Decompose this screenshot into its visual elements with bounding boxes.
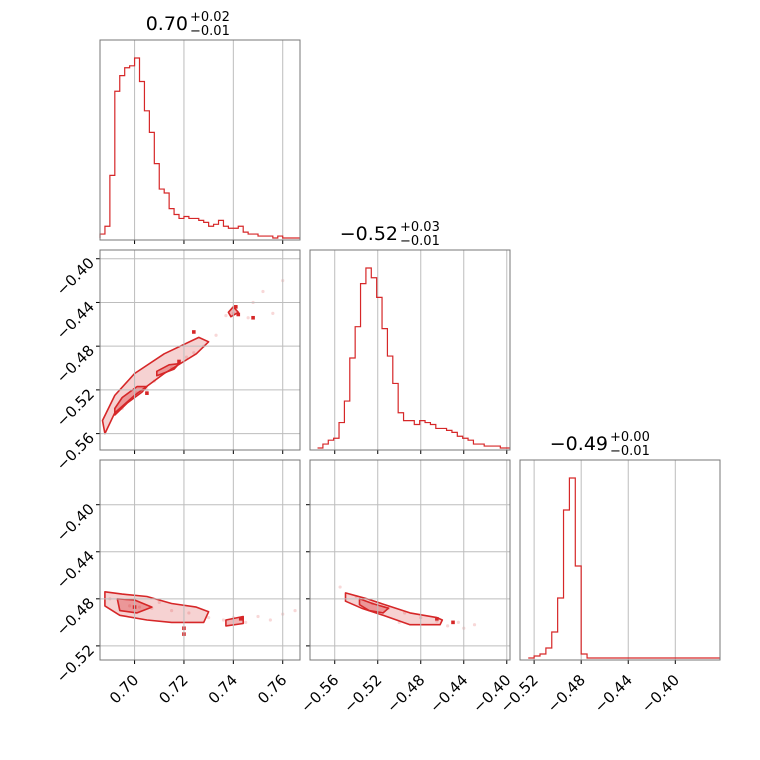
p00-frame bbox=[99, 39, 301, 241]
contour-island bbox=[236, 312, 241, 317]
sample-point bbox=[338, 585, 342, 589]
sample-point bbox=[184, 355, 189, 359]
p21-x-tick-label: −0.48 bbox=[383, 671, 428, 716]
sample-point bbox=[187, 611, 191, 615]
histogram-step-line bbox=[99, 57, 300, 239]
sample-point bbox=[261, 289, 265, 294]
contour-island bbox=[177, 359, 181, 364]
p20-y-tick-label: −0.52 bbox=[53, 641, 98, 686]
density-contour bbox=[114, 385, 148, 416]
sample-point bbox=[446, 624, 450, 628]
sample-point bbox=[170, 608, 174, 613]
p21-frame bbox=[309, 459, 511, 661]
p00-background bbox=[100, 40, 300, 240]
p20-y-tick-label: −0.48 bbox=[53, 594, 98, 639]
contour-island bbox=[192, 330, 196, 334]
p10-plot-area bbox=[101, 279, 285, 435]
density-contour bbox=[225, 615, 244, 627]
panel-title-upper: +0.03 bbox=[400, 220, 440, 235]
p20-x-tick-label: 0.72 bbox=[155, 671, 191, 707]
p10-y-tick-label: −0.52 bbox=[53, 385, 98, 430]
histogram-step-line bbox=[317, 267, 510, 449]
panel-title-lower: −0.01 bbox=[610, 444, 650, 459]
panel-p11: −0.52 +0.03−0.01 bbox=[309, 220, 511, 454]
p20-y-tick-label: −0.44 bbox=[53, 547, 98, 592]
p10-frame bbox=[99, 249, 301, 451]
sample-point bbox=[256, 614, 260, 619]
p22-x-tick-label: −0.40 bbox=[638, 671, 683, 716]
panel-p22: −0.52 −0.48 −0.44 −0.40−0.49 +0.00−0.01 bbox=[497, 430, 721, 716]
sample-point bbox=[472, 623, 477, 627]
p10-y-tick-label: −0.56 bbox=[53, 429, 98, 474]
density-contour bbox=[156, 362, 180, 377]
sample-point bbox=[456, 620, 460, 624]
contour-island bbox=[435, 617, 439, 621]
sample-point bbox=[224, 313, 228, 318]
panel-title-upper: +0.02 bbox=[190, 10, 230, 25]
p22-x-tick-label: −0.44 bbox=[591, 671, 636, 716]
panel-title-median: −0.52 bbox=[340, 223, 398, 245]
contour-island bbox=[451, 620, 455, 625]
histogram-step-line bbox=[528, 477, 720, 659]
p10-y-tick-label: −0.44 bbox=[53, 298, 98, 343]
panel-p00: 0.70 +0.02−0.01 bbox=[99, 10, 301, 244]
sample-point bbox=[192, 351, 196, 355]
p11-background bbox=[310, 250, 510, 450]
p20-background bbox=[100, 460, 300, 660]
p20-frame bbox=[99, 459, 301, 661]
sample-point bbox=[293, 608, 297, 613]
p20-x-tick-label: 0.74 bbox=[205, 671, 241, 707]
density-contour bbox=[344, 592, 444, 626]
panel-p10: −0.56−0.52−0.48−0.44−0.40 bbox=[53, 249, 301, 474]
p22-x-tick-label: −0.48 bbox=[544, 671, 589, 716]
sample-point bbox=[271, 311, 275, 315]
p21-plot-area bbox=[338, 585, 477, 630]
p11-frame bbox=[309, 249, 511, 451]
p22-background bbox=[520, 460, 720, 660]
contour-island bbox=[234, 305, 238, 309]
p10-y-tick-label: −0.48 bbox=[53, 341, 98, 386]
p21-background bbox=[310, 460, 510, 660]
sample-point bbox=[207, 616, 211, 620]
p21-x-tick-label: −0.52 bbox=[340, 671, 385, 716]
contour-island bbox=[145, 391, 149, 395]
panel-title-lower: −0.01 bbox=[400, 234, 440, 249]
p20-x-tick-label: 0.76 bbox=[254, 671, 290, 707]
sample-point bbox=[268, 618, 272, 622]
p20-x-tick-label: 0.70 bbox=[106, 671, 142, 707]
sample-point bbox=[128, 604, 132, 608]
sample-point bbox=[244, 620, 248, 624]
density-contour bbox=[358, 598, 390, 614]
p10-y-tick-label: −0.40 bbox=[53, 254, 98, 299]
sample-point bbox=[221, 618, 226, 622]
panel-title-median: 0.70 bbox=[146, 13, 188, 35]
p20-y-tick-label: −0.40 bbox=[53, 500, 98, 545]
panel-p20: 0.70 0.72 0.74 0.76 −0.52−0.48−0.44−0.40 bbox=[53, 459, 301, 707]
sample-point bbox=[137, 605, 142, 609]
panel-title-lower: −0.01 bbox=[190, 24, 230, 39]
sample-point bbox=[214, 333, 218, 337]
p21-x-tick-label: −0.56 bbox=[297, 671, 342, 716]
panel-title-median: −0.49 bbox=[550, 433, 608, 455]
p22-frame bbox=[519, 459, 721, 661]
panel-p21: −0.56−0.52−0.48−0.44−0.40 bbox=[297, 459, 515, 716]
density-contour bbox=[101, 336, 210, 435]
contour-island bbox=[251, 315, 255, 320]
p21-x-tick-label: −0.44 bbox=[426, 671, 471, 716]
contour-island bbox=[238, 617, 243, 621]
panel-title-upper: +0.00 bbox=[610, 430, 650, 445]
sample-point bbox=[157, 600, 161, 604]
sample-point bbox=[246, 316, 250, 320]
